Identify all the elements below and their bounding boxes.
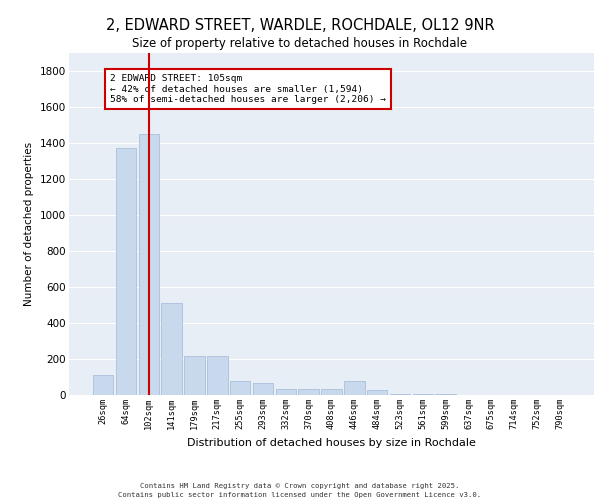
Bar (344, 382, 365, 395)
Bar (116, 148, 136, 395)
Bar (161, 303, 182, 395)
Bar (230, 380, 250, 395)
Bar (207, 356, 227, 395)
Bar (139, 134, 159, 395)
Bar (93, 375, 113, 395)
Bar (413, 394, 433, 395)
Text: Size of property relative to detached houses in Rochdale: Size of property relative to detached ho… (133, 38, 467, 51)
Text: Contains HM Land Registry data © Crown copyright and database right 2025.
Contai: Contains HM Land Registry data © Crown c… (118, 483, 482, 498)
Bar (390, 394, 410, 395)
Bar (275, 388, 296, 395)
Bar (321, 388, 342, 395)
Text: 2 EDWARD STREET: 105sqm
← 42% of detached houses are smaller (1,594)
58% of semi: 2 EDWARD STREET: 105sqm ← 42% of detache… (110, 74, 386, 104)
Bar (184, 356, 205, 395)
Bar (367, 390, 388, 395)
Bar (253, 384, 273, 395)
Y-axis label: Number of detached properties: Number of detached properties (25, 142, 34, 306)
Bar (436, 394, 456, 395)
X-axis label: Distribution of detached houses by size in Rochdale: Distribution of detached houses by size … (187, 438, 476, 448)
Bar (298, 388, 319, 395)
Text: 2, EDWARD STREET, WARDLE, ROCHDALE, OL12 9NR: 2, EDWARD STREET, WARDLE, ROCHDALE, OL12… (106, 18, 494, 32)
